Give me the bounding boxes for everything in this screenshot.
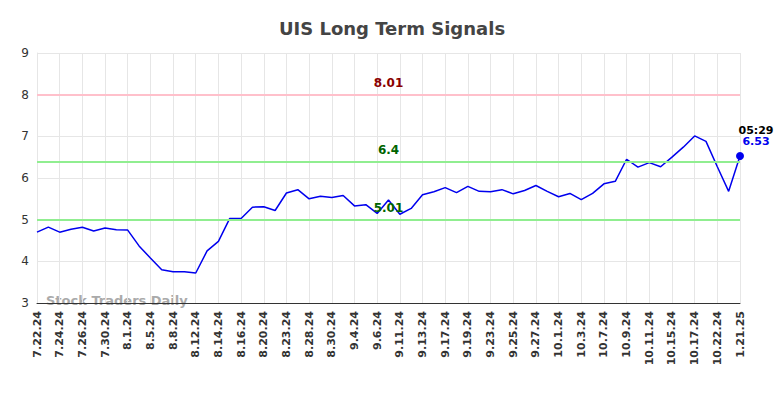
svg-text:8: 8	[21, 88, 29, 102]
svg-text:Stock Traders Daily: Stock Traders Daily	[46, 293, 188, 308]
svg-text:9.19.24: 9.19.24	[461, 311, 474, 358]
svg-text:8.23.24: 8.23.24	[280, 311, 293, 358]
svg-text:8.5.24: 8.5.24	[144, 311, 157, 350]
svg-text:10.17.24: 10.17.24	[688, 311, 701, 366]
svg-text:9.25.24: 9.25.24	[507, 311, 520, 358]
svg-text:8.20.24: 8.20.24	[257, 311, 270, 358]
svg-text:6.4: 6.4	[378, 143, 399, 157]
svg-text:7: 7	[21, 129, 29, 143]
svg-text:3: 3	[21, 296, 29, 310]
svg-text:9.6.24: 9.6.24	[371, 311, 384, 350]
svg-text:9.11.24: 9.11.24	[393, 311, 406, 358]
svg-text:9: 9	[21, 46, 29, 60]
svg-text:5: 5	[21, 213, 29, 227]
svg-text:10.22.24: 10.22.24	[711, 311, 724, 366]
svg-text:7.30.24: 7.30.24	[99, 311, 112, 358]
svg-text:7.26.24: 7.26.24	[76, 311, 89, 358]
svg-text:9.27.24: 9.27.24	[529, 311, 542, 358]
svg-text:9.17.24: 9.17.24	[439, 311, 452, 358]
svg-text:10.7.24: 10.7.24	[597, 311, 610, 358]
svg-text:9.4.24: 9.4.24	[348, 311, 361, 350]
svg-text:6: 6	[21, 171, 29, 185]
svg-text:05:29: 05:29	[738, 123, 774, 137]
svg-text:1.21.25: 1.21.25	[734, 311, 747, 358]
svg-text:8.16.24: 8.16.24	[235, 311, 248, 358]
svg-text:8.28.24: 8.28.24	[303, 311, 316, 358]
svg-text:5.01: 5.01	[374, 201, 404, 215]
svg-text:8.12.24: 8.12.24	[189, 311, 202, 358]
svg-text:8.01: 8.01	[374, 76, 404, 90]
svg-text:9.23.24: 9.23.24	[484, 311, 497, 358]
svg-text:4: 4	[21, 254, 29, 268]
svg-text:8.30.24: 8.30.24	[325, 311, 338, 358]
svg-text:9.13.24: 9.13.24	[416, 311, 429, 358]
svg-text:8.14.24: 8.14.24	[212, 311, 225, 358]
svg-text:10.11.24: 10.11.24	[643, 311, 656, 366]
svg-text:10.9.24: 10.9.24	[620, 311, 633, 358]
svg-text:7.24.24: 7.24.24	[53, 311, 66, 358]
svg-text:8.1.24: 8.1.24	[121, 311, 134, 350]
svg-text:7.22.24: 7.22.24	[31, 311, 44, 358]
svg-text:10.15.24: 10.15.24	[665, 311, 678, 366]
svg-text:UIS Long Term Signals: UIS Long Term Signals	[279, 18, 505, 39]
svg-text:6.53: 6.53	[742, 135, 769, 148]
svg-text:10.3.24: 10.3.24	[575, 311, 588, 358]
svg-text:8.8.24: 8.8.24	[167, 311, 180, 350]
svg-text:10.1.24: 10.1.24	[552, 311, 565, 358]
